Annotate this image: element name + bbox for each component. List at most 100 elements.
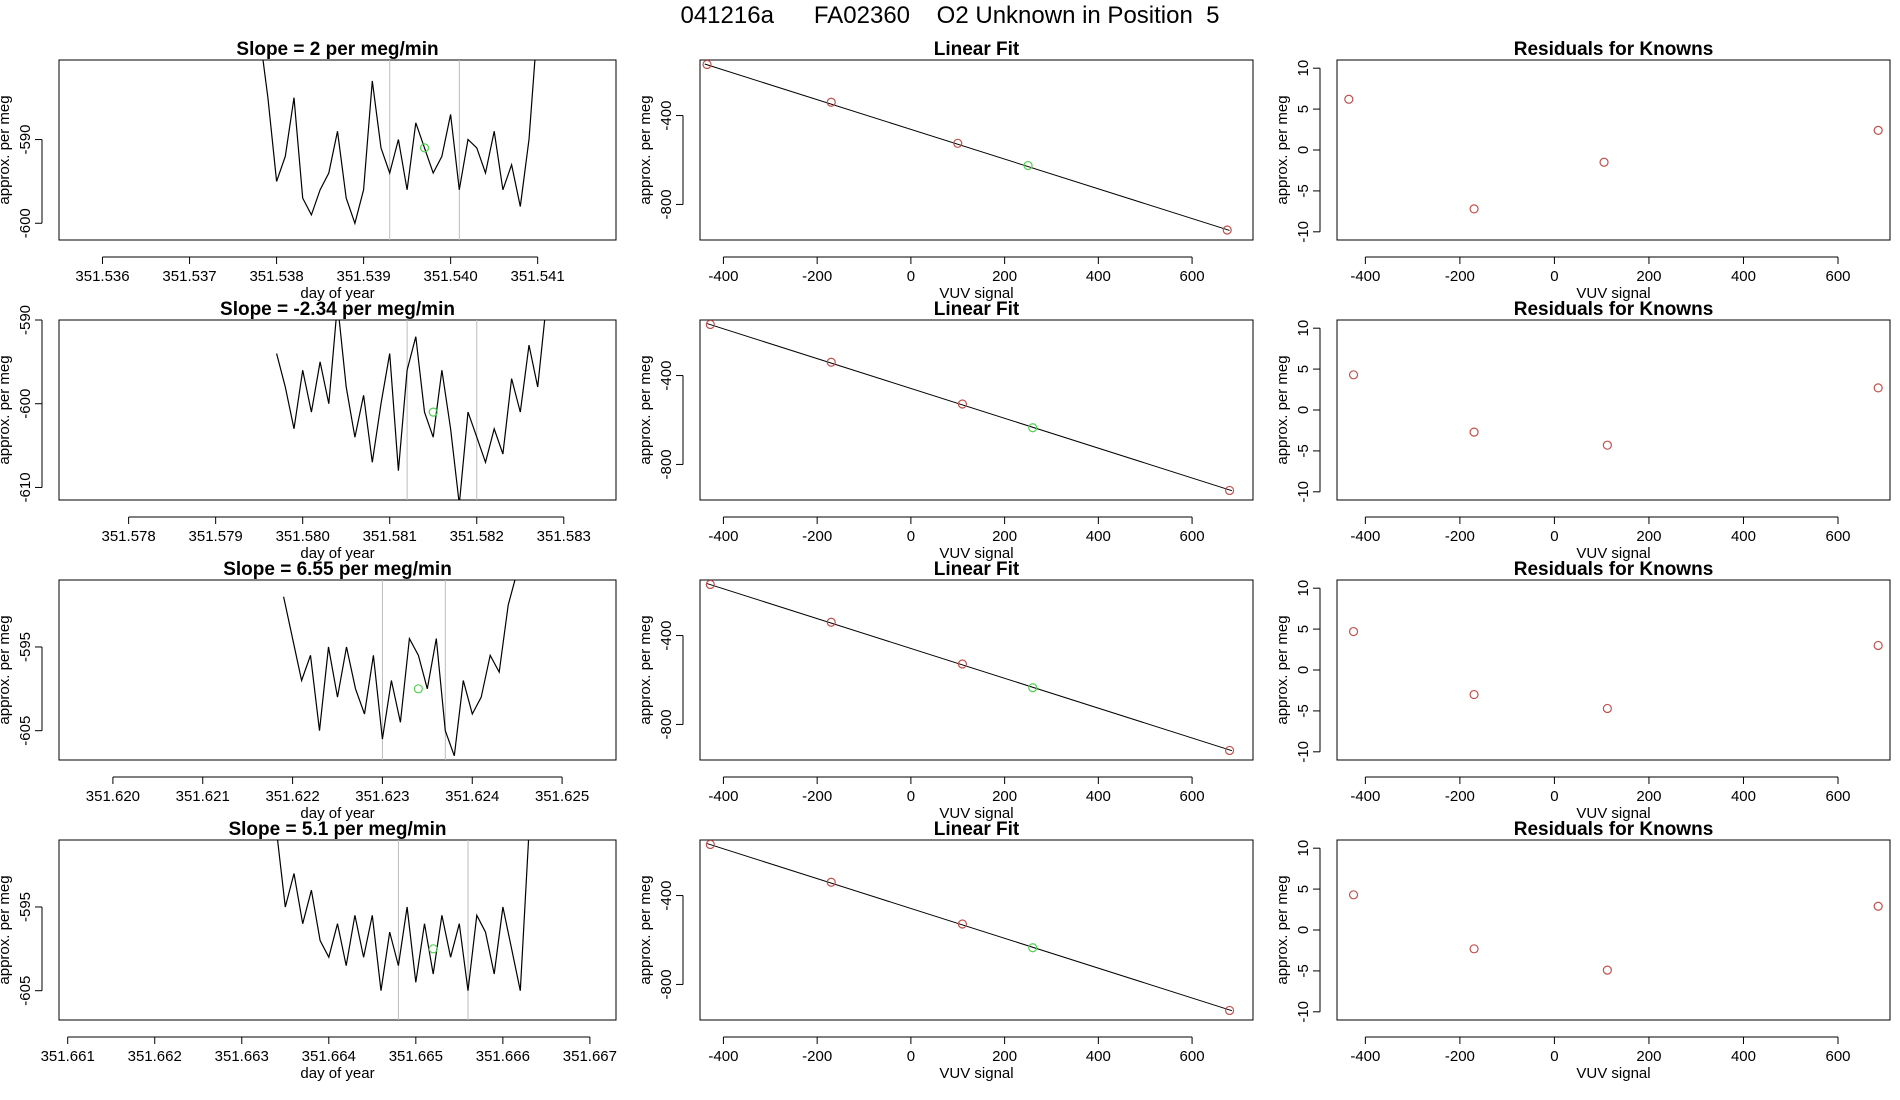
r4-linear_fit-unknown-point [1028, 943, 1038, 953]
r4-residuals-x-tick-label: 200 [1636, 1048, 1661, 1065]
r3-linear_fit-title: Linear Fit [934, 559, 1020, 580]
r3-time_series-series-line [283, 580, 516, 757]
r3-linear_fit-known-point [826, 617, 836, 627]
r3-residuals-y-label: approx. per meg [1274, 615, 1291, 724]
r4-residuals-residual-point [1469, 944, 1479, 954]
r4-time_series-unknown-point [428, 944, 438, 954]
r2-time_series-x-label: day of year [300, 545, 374, 562]
r2-time_series-x-tick-label: 351.578 [102, 528, 156, 545]
r1-residuals-residual-point [1344, 94, 1354, 104]
r2-time_series-x-tick-label: 351.583 [537, 528, 591, 545]
r2-residuals-title: Residuals for Knowns [1514, 299, 1714, 320]
r2-residuals-x-tick-label: 0 [1550, 528, 1558, 545]
r4-residuals-x-label: VUV signal [1576, 1065, 1650, 1082]
r4-time_series-y-label: approx. per meg [0, 875, 13, 984]
r2-linear_fit-frame [699, 319, 1254, 501]
r2-linear_fit-title: Linear Fit [934, 299, 1020, 320]
r1-linear_fit-known-point [826, 97, 836, 107]
r3-time_series-y-tick-label: -605 [17, 716, 34, 746]
r1-linear_fit-y-label: approx. per meg [637, 95, 654, 204]
r1-time_series-x-tick-label: 351.537 [162, 268, 216, 285]
r2-linear_fit-x-tick-label: 400 [1086, 528, 1111, 545]
r3-residuals-residual-point [1348, 626, 1359, 637]
r3-linear_fit-x-tick-label: 400 [1086, 788, 1111, 805]
r4-residuals-y-tick-label: -5 [1295, 964, 1312, 977]
r2-time_series-x-tick-label: 351.581 [363, 528, 417, 545]
r2-linear_fit-y-label: approx. per meg [637, 355, 654, 464]
r2-linear_fit-x-tick-label: -400 [708, 528, 738, 545]
r2-time_series-x-tick-label: 351.582 [450, 528, 504, 545]
r4-residuals-residual-point [1602, 965, 1612, 975]
r2-linear_fit-y-tick-label: -400 [658, 361, 675, 391]
r4-linear_fit-known-point [1224, 1005, 1235, 1016]
r4-residuals-residual-point [1873, 901, 1883, 911]
r4-linear_fit-x-tick-label: -400 [708, 1048, 738, 1065]
r3-linear_fit-unknown-point [1028, 683, 1038, 693]
r4-residuals-x-tick-label: 600 [1825, 1048, 1850, 1065]
r4-linear_fit-y-label: approx. per meg [637, 875, 654, 984]
r3-time_series-x-tick-label: 351.623 [355, 788, 409, 805]
r2-residuals-x-tick-label: -400 [1350, 528, 1380, 545]
r3-residuals-frame [1336, 579, 1891, 761]
r3-linear_fit-x-tick-label: 200 [992, 788, 1017, 805]
r3-time_series-unknown-point [413, 684, 423, 694]
r1-residuals-residual-point [1469, 204, 1479, 214]
r3-linear_fit-known-point [705, 579, 715, 590]
r3-residuals-x-label: VUV signal [1576, 805, 1650, 822]
r3-linear_fit-x-tick-label: 0 [907, 788, 915, 805]
r3-linear_fit-y-tick-label: -400 [658, 621, 675, 651]
r3-residuals-residual-point [1873, 640, 1883, 651]
r1-time_series-title: Slope = 2 per meg/min [236, 39, 438, 60]
r2-linear_fit-unknown-point [1028, 423, 1038, 433]
r2-residuals-x-tick-label: 600 [1825, 528, 1850, 545]
r1-residuals-frame [1336, 59, 1891, 241]
r1-linear_fit-y-tick-label: -400 [658, 101, 675, 131]
r3-residuals-y-tick-label: 0 [1295, 666, 1312, 674]
r1-time_series-x-tick-label: 351.539 [336, 268, 390, 285]
r3-residuals-x-tick-label: 200 [1636, 788, 1661, 805]
r3-residuals-x-tick-label: -200 [1445, 788, 1475, 805]
r2-time_series-series-line [276, 320, 546, 500]
r1-time_series-frame [58, 59, 617, 241]
r2-time_series-title: Slope = -2.34 per meg/min [220, 299, 455, 320]
r4-residuals-x-tick-label: 0 [1550, 1048, 1558, 1065]
r3-time_series-y-label: approx. per meg [0, 615, 13, 724]
r2-residuals-x-tick-label: 200 [1636, 528, 1661, 545]
r2-residuals-residual-point [1873, 383, 1883, 393]
r4-time_series-x-tick-label: 351.665 [389, 1048, 443, 1065]
r2-residuals-y-tick-label: 5 [1295, 365, 1312, 373]
r4-time_series-y-tick-label: -605 [17, 976, 34, 1006]
r1-residuals-y-tick-label: -10 [1295, 221, 1312, 243]
r2-time_series-y-label: approx. per meg [0, 355, 13, 464]
r4-residuals-title: Residuals for Knowns [1514, 819, 1714, 840]
r4-linear_fit-known-point [705, 839, 715, 850]
r2-time_series-x-tick-label: 351.579 [189, 528, 243, 545]
r1-time_series-series-line [262, 60, 536, 226]
r4-residuals-residual-point [1348, 890, 1359, 900]
r4-time_series-x-tick-label: 351.662 [128, 1048, 182, 1065]
r2-linear_fit-known-point [705, 319, 715, 330]
r1-time_series-x-tick-label: 351.536 [75, 268, 129, 285]
r1-residuals-x-tick-label: -200 [1445, 268, 1475, 285]
r3-linear_fit-y-tick-label: -800 [658, 709, 675, 739]
r1-residuals-x-tick-label: 600 [1825, 268, 1850, 285]
r2-residuals-x-label: VUV signal [1576, 545, 1650, 562]
r1-linear_fit-x-tick-label: 600 [1180, 268, 1205, 285]
r1-linear_fit-y-tick-label: -800 [658, 189, 675, 219]
r2-residuals-y-tick-label: -5 [1295, 444, 1312, 457]
r4-linear_fit-x-tick-label: 0 [907, 1048, 915, 1065]
r2-residuals-y-label: approx. per meg [1274, 355, 1291, 464]
r1-linear_fit-fit-line [704, 63, 1230, 231]
r1-time_series-x-tick-label: 351.540 [424, 268, 478, 285]
r1-residuals-y-tick-label: 0 [1295, 146, 1312, 154]
r4-time_series-series-line [276, 840, 530, 991]
r4-linear_fit-x-tick-label: 600 [1180, 1048, 1205, 1065]
r4-residuals-x-tick-label: 400 [1731, 1048, 1756, 1065]
r2-time_series-y-tick-label: -590 [17, 305, 34, 335]
r4-time_series-x-tick-label: 351.666 [476, 1048, 530, 1065]
r2-time_series-y-tick-label: -600 [17, 389, 34, 419]
r2-residuals-x-tick-label: 400 [1731, 528, 1756, 545]
r3-residuals-x-tick-label: 400 [1731, 788, 1756, 805]
r3-time_series-x-label: day of year [300, 805, 374, 822]
r2-residuals-residual-point [1602, 440, 1612, 450]
